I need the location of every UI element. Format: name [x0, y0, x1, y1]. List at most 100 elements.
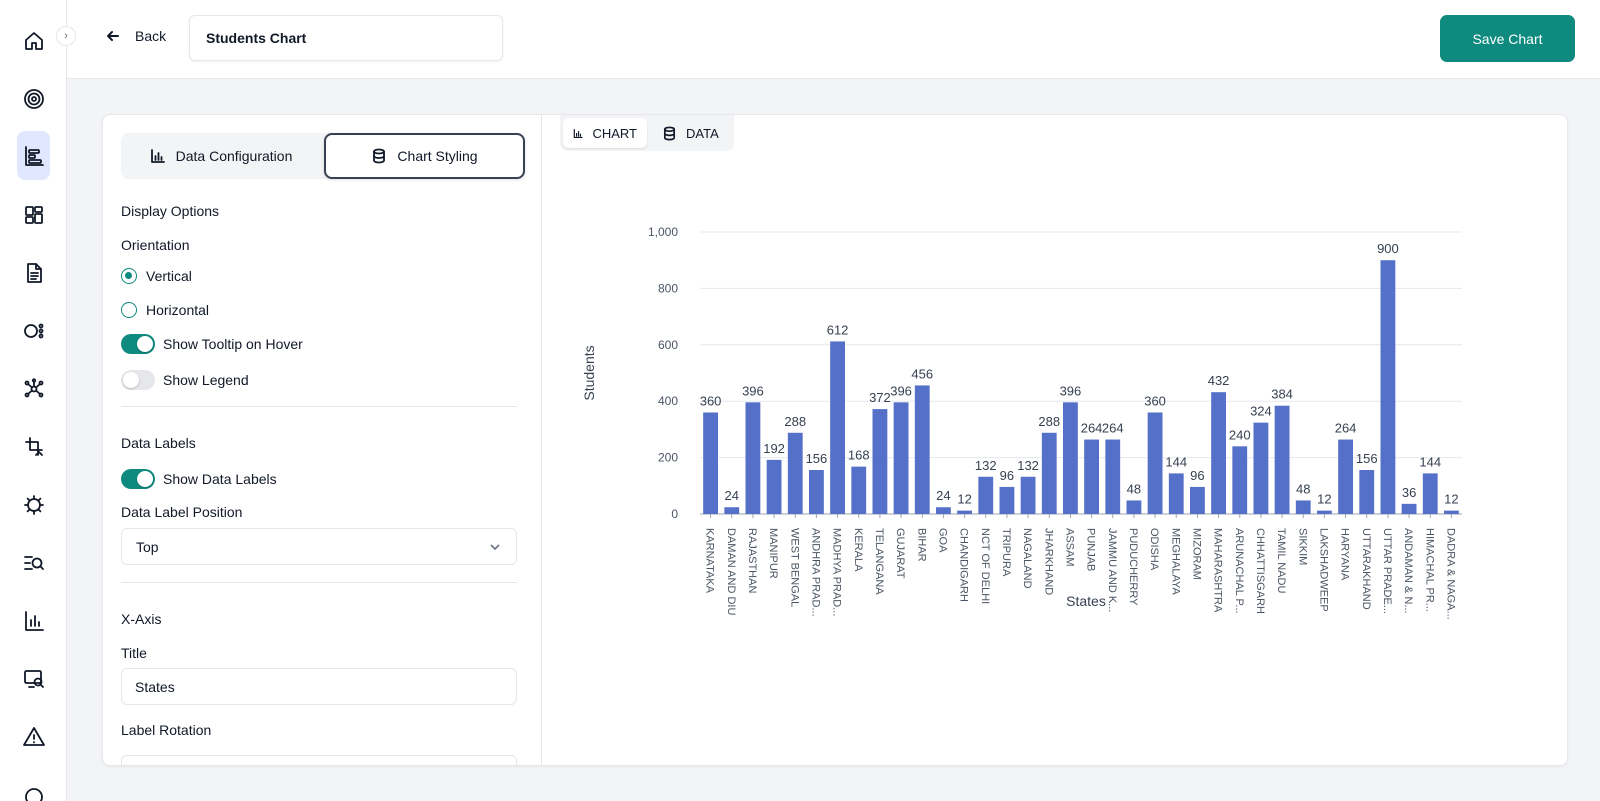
chart-editor-card: Data Configuration Chart Styling Display…	[102, 114, 1568, 766]
bar	[1168, 473, 1184, 514]
x-tick-label: TRIPURA	[1000, 528, 1012, 577]
data-label-position-label: Data Label Position	[121, 504, 243, 520]
divider	[121, 406, 517, 407]
target-icon[interactable]	[17, 82, 50, 115]
x-axis-title-input[interactable]	[121, 668, 517, 705]
y-tick-label: 800	[658, 281, 678, 295]
chart-preview-panel: 0 200 400 600 800 1,000 Students States 360 KARNA…	[542, 115, 1567, 765]
network-icon[interactable]	[17, 372, 50, 405]
x-tick-label: MANIPUR	[767, 528, 779, 579]
tab-chart-styling[interactable]: Chart Styling	[324, 133, 525, 179]
x-tick-label: DADRA & NAGA...	[1444, 528, 1456, 620]
label-rotation-label: Label Rotation	[121, 722, 212, 738]
x-tick-label: MIZORAM	[1190, 528, 1202, 580]
bar	[1041, 432, 1057, 514]
bar	[872, 409, 888, 514]
chart-builder-icon[interactable]	[17, 131, 50, 180]
x-tick-label: UTTAR PRADE...	[1381, 528, 1393, 614]
x-tick-label: UTTARAKHAND	[1360, 528, 1372, 610]
x-tick-label: ASSAM	[1063, 528, 1075, 567]
data-label: 156	[806, 451, 828, 466]
arrow-left-icon	[107, 31, 119, 41]
bar	[766, 459, 782, 514]
data-label: 264	[1081, 421, 1103, 436]
bar-chart-icon[interactable]	[17, 604, 50, 637]
bar	[1105, 439, 1121, 514]
x-tick-label: PUNJAB	[1085, 528, 1097, 571]
save-chart-button[interactable]: Save Chart	[1440, 15, 1575, 62]
data-label: 144	[1419, 454, 1441, 469]
view-tabs: CHART DATA	[560, 115, 734, 151]
bar	[1274, 405, 1290, 514]
x-tick-label: ANDHRA PRAD...	[809, 528, 821, 617]
horizontal-radio[interactable]	[121, 302, 137, 318]
bar	[1359, 470, 1375, 514]
bar	[999, 486, 1015, 514]
orientation-vertical-option[interactable]: Vertical	[121, 268, 192, 284]
tab-chart-label: CHART	[592, 125, 637, 141]
data-labels-toggle[interactable]	[121, 469, 155, 489]
data-label: 144	[1165, 454, 1187, 469]
tab-data[interactable]: DATA	[652, 118, 729, 148]
bar-chart-icon	[150, 149, 165, 163]
x-tick-label: MAHARASHTRA	[1212, 528, 1224, 613]
tab-data-configuration[interactable]: Data Configuration	[121, 133, 321, 179]
bar	[724, 507, 740, 514]
bar	[1063, 402, 1078, 514]
legend-setting: Show Legend	[121, 370, 249, 390]
bar	[1020, 476, 1036, 514]
flow-icon[interactable]	[17, 314, 50, 347]
bar	[1147, 412, 1163, 514]
bar	[809, 470, 824, 514]
x-tick-label: KARNATAKA	[704, 528, 716, 594]
bar	[914, 385, 930, 514]
data-label: 168	[848, 448, 870, 463]
chart-name-input[interactable]	[189, 15, 503, 61]
data-labels-heading: Data Labels	[121, 435, 196, 451]
data-label: 324	[1250, 404, 1272, 419]
tooltip-toggle[interactable]	[121, 334, 155, 354]
x-tick-label: DAMAN AND DIU	[725, 528, 737, 615]
bar	[1084, 439, 1099, 514]
chevron-right-icon[interactable]: ›	[56, 26, 76, 46]
more-icon[interactable]	[17, 778, 50, 801]
x-tick-label: GUJARAT	[894, 528, 906, 579]
x-axis-heading: X-Axis	[121, 611, 162, 627]
divider	[121, 582, 517, 583]
data-labels-toggle-label: Show Data Labels	[163, 471, 277, 487]
bar	[893, 402, 909, 514]
settings-gear-icon[interactable]	[17, 488, 50, 521]
label-rotation-input[interactable]	[121, 755, 517, 765]
transform-icon[interactable]	[17, 430, 50, 463]
data-label-position-value: Top	[136, 538, 159, 555]
dashboard-grid-icon[interactable]	[17, 198, 50, 231]
monitor-search-icon[interactable]	[17, 662, 50, 695]
tooltip-setting: Show Tooltip on Hover	[121, 334, 303, 354]
document-icon[interactable]	[17, 256, 50, 289]
x-tick-label: ODISHA	[1148, 528, 1160, 571]
x-tick-label: TELANGANA	[873, 528, 885, 595]
tab-chart[interactable]: CHART	[563, 118, 647, 148]
orientation-horizontal-option[interactable]: Horizontal	[121, 302, 209, 318]
configuration-panel: Data Configuration Chart Styling Display…	[103, 115, 542, 765]
bar	[1380, 260, 1396, 514]
home-icon[interactable]	[17, 24, 50, 57]
vertical-radio[interactable]	[121, 268, 137, 284]
warning-icon[interactable]	[17, 720, 50, 753]
chevron-down-icon	[490, 543, 500, 550]
list-search-icon[interactable]	[17, 546, 50, 579]
x-tick-label: NAGALAND	[1021, 528, 1033, 589]
legend-toggle[interactable]	[121, 370, 155, 390]
x-tick-label: JHARKHAND	[1042, 528, 1054, 595]
bar	[1295, 500, 1311, 514]
x-tick-label: BIHAR	[915, 528, 927, 562]
bar	[1444, 510, 1459, 514]
top-bar: Back Save Chart	[67, 0, 1600, 79]
bar	[1338, 439, 1353, 514]
back-button[interactable]: Back	[105, 28, 166, 44]
x-tick-label: RAJASTHAN	[746, 528, 758, 593]
x-axis-title: States	[1066, 593, 1106, 609]
data-label: 24	[725, 488, 739, 503]
bar	[1253, 422, 1269, 514]
data-label-position-select[interactable]: Top	[121, 528, 517, 565]
